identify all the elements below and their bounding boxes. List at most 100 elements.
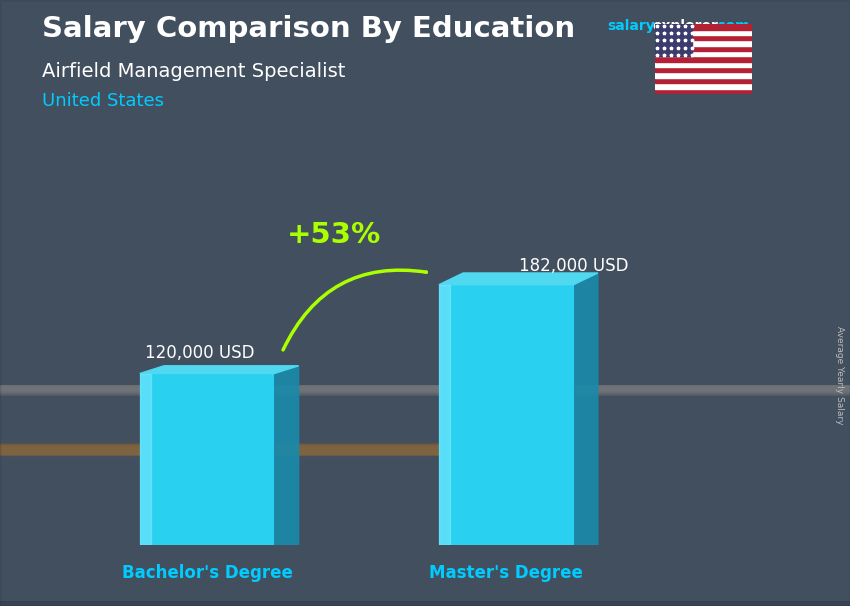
Bar xyxy=(0,604,850,606)
Bar xyxy=(0,602,850,605)
Bar xyxy=(0,602,850,604)
Bar xyxy=(0,389,850,393)
Bar xyxy=(0,446,468,452)
Bar xyxy=(0,389,850,393)
Bar xyxy=(0,603,850,605)
Bar xyxy=(0,604,850,606)
Bar xyxy=(0,444,468,450)
Bar xyxy=(0,390,850,394)
Text: Salary Comparison By Education: Salary Comparison By Education xyxy=(42,15,575,43)
Bar xyxy=(0,603,850,605)
Bar xyxy=(0,388,850,393)
Bar xyxy=(0,445,468,451)
Bar xyxy=(0,388,850,393)
Bar xyxy=(0,445,468,451)
Bar xyxy=(0,602,850,604)
Bar xyxy=(0,387,850,390)
Bar xyxy=(0,387,850,390)
Bar xyxy=(0,444,468,450)
Bar xyxy=(0,387,850,391)
Bar xyxy=(0,445,468,451)
Bar xyxy=(0,603,850,605)
Bar xyxy=(0,602,850,605)
Bar xyxy=(0,448,468,454)
Bar xyxy=(0,602,850,604)
Bar xyxy=(0,448,468,454)
Bar xyxy=(0,389,850,393)
Bar xyxy=(0,602,850,604)
Bar xyxy=(0,388,850,393)
Bar xyxy=(0,390,850,393)
Bar xyxy=(0,447,468,453)
Bar xyxy=(0,390,850,393)
Bar xyxy=(0,388,850,392)
Bar xyxy=(0,388,850,392)
Bar xyxy=(0,388,850,391)
Bar xyxy=(0,390,850,394)
Bar xyxy=(654,78,752,83)
Bar xyxy=(0,444,468,450)
Bar xyxy=(0,603,850,605)
Bar xyxy=(0,603,850,605)
Text: Bachelor's Degree: Bachelor's Degree xyxy=(122,564,292,582)
Bar xyxy=(654,56,752,62)
Bar xyxy=(0,602,850,605)
Bar xyxy=(0,443,468,449)
Bar xyxy=(0,389,850,393)
Bar xyxy=(654,51,752,56)
Bar xyxy=(0,448,468,454)
Bar xyxy=(0,444,468,450)
Bar xyxy=(0,447,468,453)
Bar xyxy=(0,386,850,390)
Bar xyxy=(0,602,850,605)
Bar xyxy=(0,602,850,604)
Bar xyxy=(0,442,468,448)
Bar xyxy=(0,389,850,393)
Bar xyxy=(0,602,850,604)
Bar xyxy=(0,602,850,605)
Bar xyxy=(0,387,850,391)
Bar xyxy=(0,390,850,393)
Bar xyxy=(0,603,850,605)
Bar xyxy=(0,603,850,605)
Bar xyxy=(0,602,850,604)
Bar xyxy=(0,445,468,451)
Bar xyxy=(0,388,850,392)
Bar xyxy=(0,603,850,605)
Bar xyxy=(654,88,752,94)
Bar xyxy=(0,388,850,393)
Bar xyxy=(0,386,850,390)
Bar xyxy=(0,387,850,391)
Bar xyxy=(0,390,850,393)
Bar xyxy=(0,387,850,391)
Bar xyxy=(0,388,850,392)
Bar xyxy=(0,388,850,391)
Bar xyxy=(0,604,850,606)
Bar xyxy=(0,386,850,390)
Bar xyxy=(0,388,850,392)
Bar xyxy=(0,604,850,606)
Bar xyxy=(0,446,468,452)
Text: explorer: explorer xyxy=(653,19,719,33)
Bar xyxy=(0,603,850,605)
Bar xyxy=(654,83,752,88)
Bar xyxy=(0,604,850,605)
Bar xyxy=(0,602,850,604)
Bar xyxy=(0,444,468,450)
Bar xyxy=(0,387,850,391)
Bar xyxy=(0,444,468,450)
Bar xyxy=(0,387,850,391)
Bar xyxy=(0,390,850,393)
Bar xyxy=(0,388,850,392)
Bar xyxy=(0,388,850,393)
Bar xyxy=(0,602,850,604)
Polygon shape xyxy=(139,366,298,373)
Bar xyxy=(0,602,850,605)
Bar xyxy=(0,387,850,391)
Bar xyxy=(654,24,692,56)
Bar xyxy=(0,602,850,605)
Bar xyxy=(0,447,468,453)
Bar xyxy=(0,602,850,604)
Text: 120,000 USD: 120,000 USD xyxy=(144,344,254,362)
Polygon shape xyxy=(439,285,450,545)
